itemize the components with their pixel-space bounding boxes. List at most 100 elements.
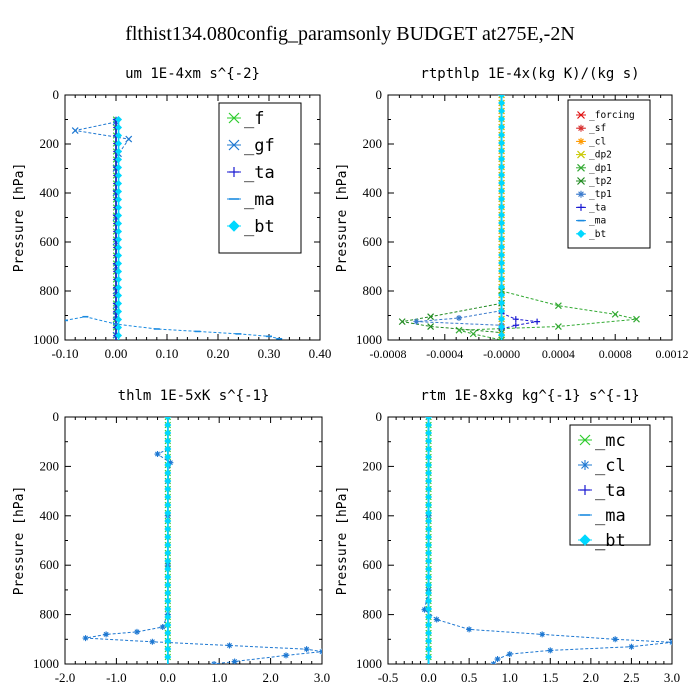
data-point <box>164 461 172 469</box>
data-point <box>498 139 506 147</box>
data-point <box>82 635 89 642</box>
y-tick-label: 600 <box>40 557 60 572</box>
x-tick-label: 2.0 <box>262 670 278 685</box>
data-point <box>498 115 506 123</box>
data-point <box>425 629 433 637</box>
data-point <box>164 417 172 421</box>
series-tp1 <box>413 307 505 329</box>
data-point <box>164 589 172 597</box>
series-line <box>65 316 280 340</box>
series-bt <box>425 417 433 664</box>
y-tick-label: 800 <box>363 283 383 298</box>
data-point <box>456 314 462 321</box>
data-point <box>498 123 506 131</box>
x-tick-label: 1.0 <box>502 670 518 685</box>
y-tick-label: 200 <box>40 136 60 151</box>
legend-label: _cl <box>595 456 626 476</box>
data-point <box>425 581 433 589</box>
data-point <box>498 195 506 203</box>
data-point <box>164 629 172 637</box>
data-point <box>115 195 123 204</box>
x-tick-label: 2.0 <box>583 670 599 685</box>
data-point <box>425 597 433 605</box>
chart-panel-1: um 1E-4xm s^{-2} Pressure [hPa] 0 200 400 600… <box>12 66 331 361</box>
y-tick-label: 0 <box>53 87 60 102</box>
plot-area <box>421 417 672 664</box>
data-point <box>115 203 123 212</box>
data-point <box>512 316 519 323</box>
y-tick-label: 200 <box>363 458 383 473</box>
data-point <box>115 291 123 300</box>
data-point <box>425 653 433 661</box>
data-point <box>125 135 133 143</box>
data-point <box>425 549 433 557</box>
data-point <box>164 605 172 613</box>
data-point <box>115 323 123 332</box>
data-point <box>164 417 172 421</box>
legend-marker <box>577 137 585 145</box>
x-tick-label: -0.5 <box>378 670 399 685</box>
legend-marker <box>580 485 590 495</box>
x-tick-label: 0.0 <box>420 670 436 685</box>
data-point <box>425 557 433 565</box>
chart-panel-4: rtm 1E-8xkg kg^{-1} s^{-1} Pressure [hPa]… <box>335 388 680 685</box>
data-point <box>164 541 172 549</box>
series-dp1 <box>455 287 640 340</box>
y-tick-label: 0 <box>376 87 383 102</box>
data-point <box>164 437 172 445</box>
legend-marker <box>577 150 585 159</box>
data-point <box>498 291 506 299</box>
legend-label: _f <box>244 109 264 129</box>
x-tick-label: -1.0 <box>106 670 127 685</box>
x-tick-label: -2.0 <box>55 670 76 685</box>
legend-entry: _tp1 <box>576 189 612 200</box>
x-tick-label: 0.0004 <box>542 347 575 361</box>
y-tick-label: 800 <box>363 607 383 622</box>
x-tick-label: -0.0008 <box>370 347 407 361</box>
data-point <box>164 573 172 581</box>
data-point <box>164 477 172 485</box>
legend-entry: _mc <box>578 431 626 451</box>
data-point <box>498 95 506 99</box>
data-point <box>547 647 554 654</box>
data-point <box>427 313 435 321</box>
data-point <box>115 243 123 252</box>
legend-entry: _ma <box>576 216 606 227</box>
data-point <box>164 549 172 557</box>
data-point <box>167 459 174 466</box>
legend-label: _forcing <box>589 110 635 121</box>
data-point <box>154 451 161 458</box>
data-point <box>164 493 172 501</box>
data-point <box>498 259 506 267</box>
legend-entry: _sf <box>576 123 606 134</box>
data-point <box>164 653 172 661</box>
legend-label: _ta <box>244 163 275 183</box>
data-point <box>425 417 433 421</box>
legend-entry: _ta <box>578 481 626 501</box>
y-tick-label: 1000 <box>33 332 59 347</box>
legend-entry: _dp1 <box>576 163 612 174</box>
series-line <box>402 302 502 334</box>
data-point <box>115 179 123 188</box>
y-tick-label: 800 <box>40 607 60 622</box>
legend-entry: _cl <box>576 136 606 147</box>
data-point <box>164 501 172 509</box>
data-point <box>71 127 79 134</box>
legend-entry: _gf <box>227 136 275 156</box>
x-tick-label: 0.20 <box>207 346 230 361</box>
series-gf <box>71 118 133 339</box>
data-point <box>498 211 506 219</box>
legend: _mc _cl _ta _ma _bt <box>569 424 651 551</box>
legend-marker <box>580 460 590 470</box>
legend-label: _gf <box>244 136 275 156</box>
x-tick-label: -0.10 <box>51 346 78 361</box>
data-point <box>425 525 433 533</box>
x-tick-label: 0.40 <box>309 346 332 361</box>
legend-label: _ma <box>244 190 275 210</box>
data-point <box>498 307 506 315</box>
data-point <box>455 326 463 334</box>
data-point <box>425 445 433 453</box>
y-tick-label: 200 <box>40 458 60 473</box>
legend-label: _bt <box>595 531 626 551</box>
legend-marker <box>579 434 591 446</box>
